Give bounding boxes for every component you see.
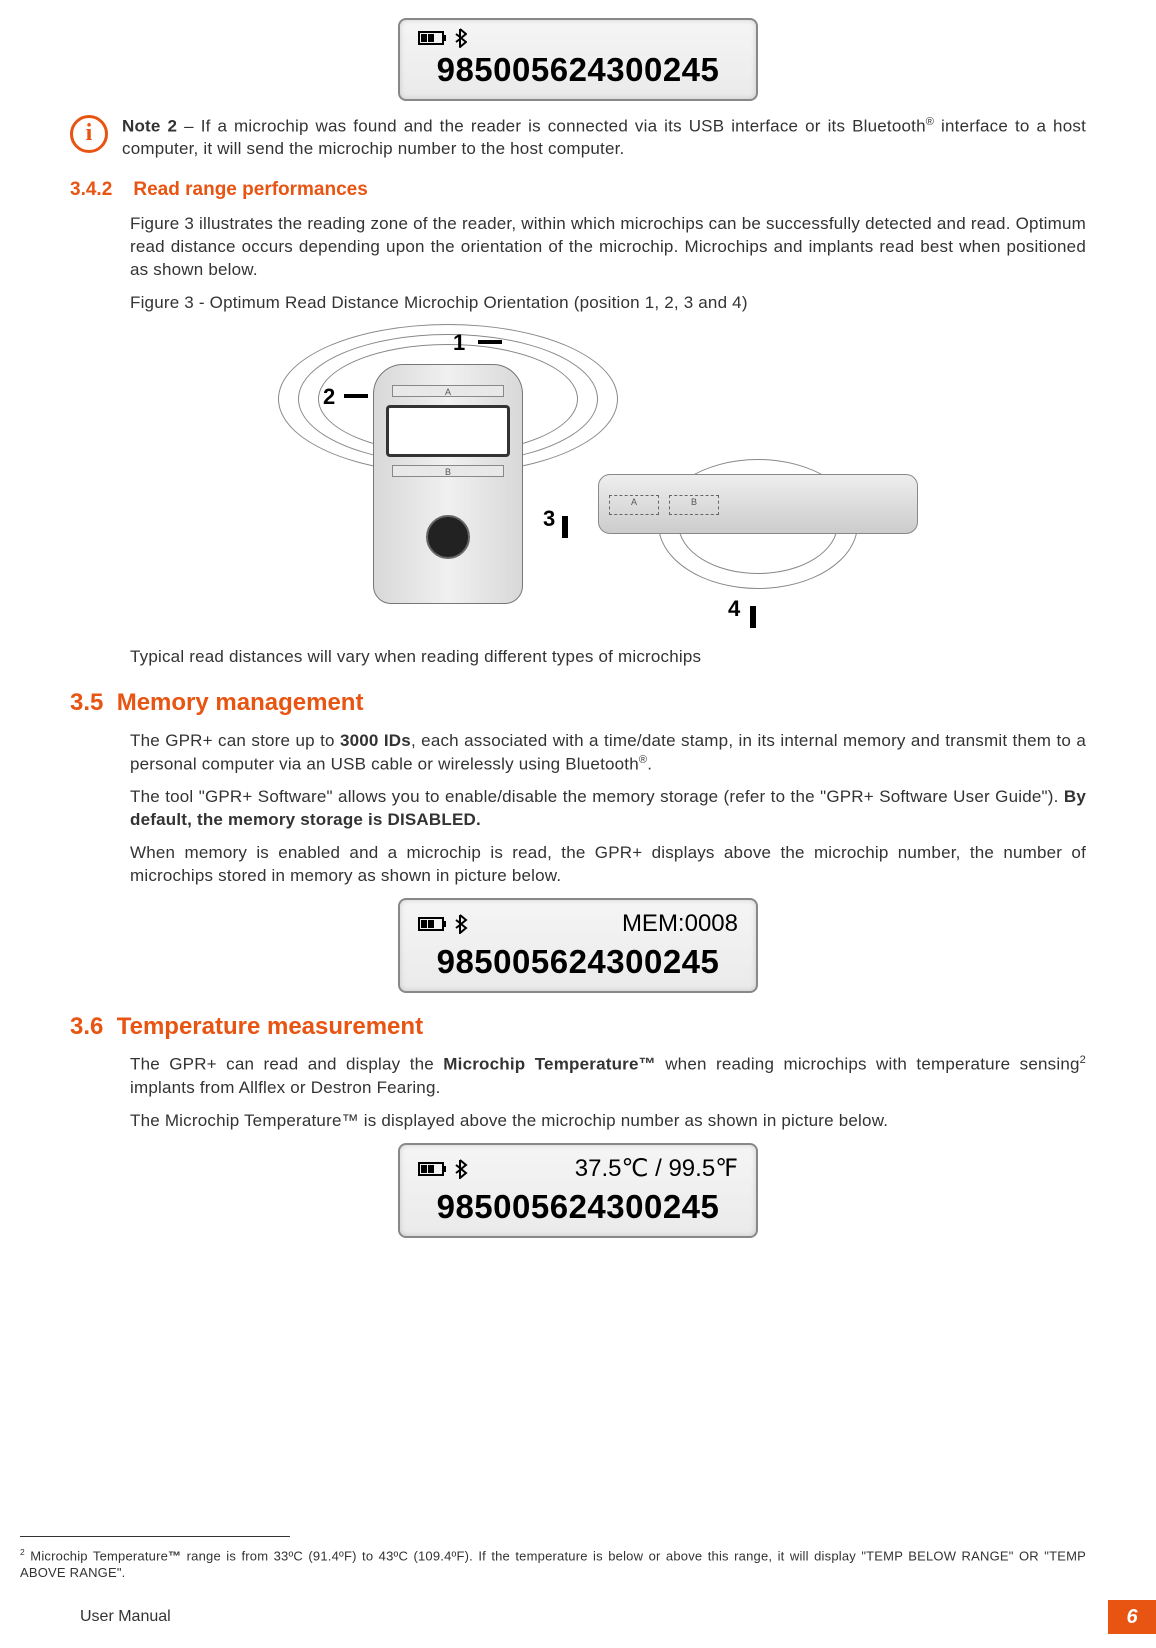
tm-para2: The Microchip Temperature™ is displayed …	[130, 1110, 1086, 1133]
page-footer: User Manual 6	[0, 1600, 1156, 1634]
note2-label: Note 2	[122, 116, 177, 135]
reader-side-view: A B	[598, 474, 918, 534]
section-3-5-heading: 3.5 Memory management	[70, 687, 1086, 719]
footnote-2: 2 Microchip Temperature™ range is from 3…	[20, 1547, 1086, 1582]
tm-para1: The GPR+ can read and display the Microc…	[130, 1053, 1086, 1100]
section-3-4-2-heading: 3.4.2 Read range performances	[70, 177, 1086, 203]
mm-p1a: The GPR+ can store up to	[130, 731, 340, 750]
sec36-num: 3.6	[70, 1013, 103, 1040]
sec35-num: 3.5	[70, 689, 103, 716]
fig-label-3: 3	[543, 504, 555, 534]
battery-icon	[418, 915, 448, 933]
lcd2-id: 985005624300245	[414, 940, 742, 985]
lcd-display-3: 37.5℃ / 99.5℉ 985005624300245	[70, 1143, 1086, 1238]
rr-para2: Figure 3 - Optimum Read Distance Microch…	[130, 292, 1086, 315]
battery-icon	[418, 1160, 448, 1178]
mm-para2: The tool "GPR+ Software" allows you to e…	[130, 786, 1086, 832]
reader-front-view: A B	[373, 364, 523, 604]
figure-3-read-zone: A B A B 1 2 3 4	[228, 324, 928, 634]
battery-bt-icons	[418, 28, 468, 48]
info-icon: i	[70, 115, 108, 153]
bluetooth-icon	[454, 914, 468, 934]
bluetooth-icon	[454, 28, 468, 48]
tm-p1b: Microchip Temperature™	[443, 1055, 656, 1074]
note2-text: – If a microchip was found and the reade…	[177, 116, 926, 135]
lcd-display-2: MEM:0008 985005624300245	[70, 898, 1086, 993]
lcd2-top: MEM:0008	[622, 908, 738, 940]
footnote-a: Microchip Temperature	[25, 1548, 168, 1563]
registered-mark: ®	[926, 116, 934, 128]
footer-label: User Manual	[80, 1606, 171, 1628]
sec36-title: Temperature measurement	[117, 1013, 423, 1040]
fig-label-4: 4	[728, 594, 740, 624]
mm-para3: When memory is enabled and a microchip i…	[130, 842, 1086, 888]
lcd1-id: 985005624300245	[414, 48, 742, 93]
rr-para3: Typical read distances will vary when re…	[130, 646, 1086, 669]
fig-label-1: 1	[453, 328, 465, 358]
tm-p1c: when reading microchips with temperature…	[656, 1055, 1080, 1074]
registered-mark: ®	[639, 754, 647, 766]
sec342-title: Read range performances	[133, 179, 367, 200]
battery-icon	[418, 29, 448, 47]
rr-para1: Figure 3 illustrates the reading zone of…	[130, 213, 1086, 282]
mm-p1b: 3000 IDs	[340, 731, 411, 750]
sec35-title: Memory management	[117, 689, 364, 716]
tm-p1a: The GPR+ can read and display the	[130, 1055, 443, 1074]
bluetooth-icon	[454, 1159, 468, 1179]
footnote-rule	[20, 1536, 290, 1537]
footnote-tm: ™	[168, 1548, 181, 1563]
lcd3-id: 985005624300245	[414, 1185, 742, 1230]
section-3-6-heading: 3.6 Temperature measurement	[70, 1011, 1086, 1043]
note-2-block: i Note 2 – If a microchip was found and …	[70, 115, 1086, 162]
footnote-ref-2: 2	[1080, 1054, 1086, 1066]
fig-label-2: 2	[323, 382, 335, 412]
tm-p1d: implants from Allflex or Destron Fearing…	[130, 1078, 441, 1097]
mm-p2a: The tool "GPR+ Software" allows you to e…	[130, 787, 1064, 806]
page-number: 6	[1108, 1600, 1156, 1634]
lcd-display-1: 985005624300245	[70, 18, 1086, 101]
sec342-num: 3.4.2	[70, 179, 112, 200]
lcd3-top: 37.5℃ / 99.5℉	[575, 1153, 738, 1185]
mm-para1: The GPR+ can store up to 3000 IDs, each …	[130, 730, 1086, 777]
